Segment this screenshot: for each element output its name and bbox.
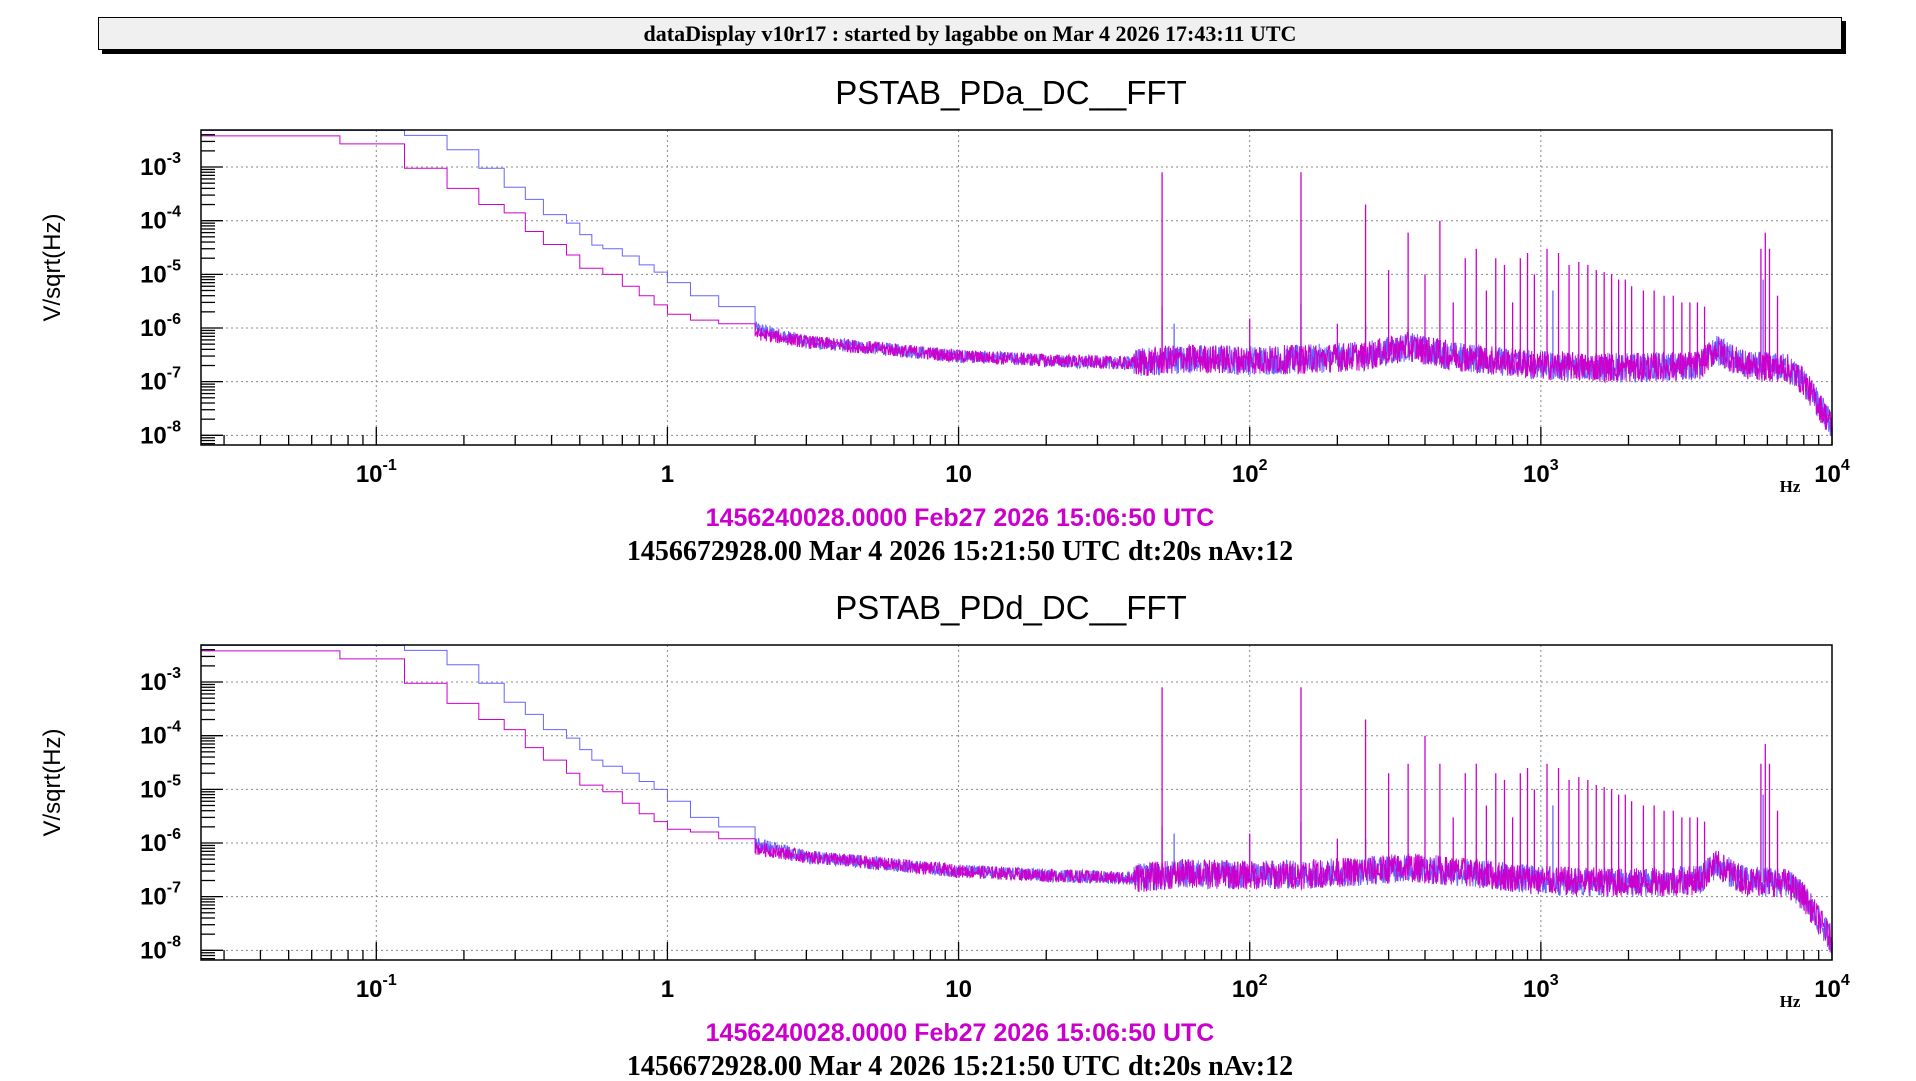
y-tick-exponent: -5 <box>167 257 181 274</box>
y-tick-exponent: -6 <box>167 311 181 328</box>
x-tick-exponent: 4 <box>1841 457 1850 474</box>
x-tick-exponent: -1 <box>383 972 397 989</box>
y-tick-label: 10-7 <box>140 365 181 396</box>
y-tick-base: 10 <box>140 208 167 235</box>
y-tick-label: 10-8 <box>140 418 181 449</box>
x-tick-exponent: 3 <box>1550 457 1559 474</box>
x-tick-base: 10 <box>1814 976 1841 1003</box>
x-tick-base: 10 <box>356 976 383 1003</box>
y-tick-base: 10 <box>140 422 167 449</box>
x-tick-label: 103 <box>1523 457 1559 488</box>
y-tick-base: 10 <box>140 884 167 911</box>
reference-timestamp: 1456240028.0000 Feb27 2026 15:06:50 UTC <box>706 1019 1215 1047</box>
y-tick-exponent: -4 <box>167 204 181 221</box>
x-tick-label: 104 <box>1814 457 1850 488</box>
y-tick-exponent: -8 <box>167 418 181 435</box>
x-tick-base: 1 <box>661 976 674 1003</box>
x-tick-base: 10 <box>1523 976 1550 1003</box>
y-tick-base: 10 <box>140 669 167 696</box>
x-tick-exponent: -1 <box>383 457 397 474</box>
x-tick-label: 10 <box>945 976 972 1003</box>
y-tick-exponent: -5 <box>167 772 181 789</box>
canvas-title-bar: dataDisplay v10r17 : started by lagabbe … <box>98 17 1842 50</box>
y-tick-exponent: -8 <box>167 933 181 950</box>
x-tick-label: 104 <box>1814 972 1850 1003</box>
x-tick-exponent: 3 <box>1550 972 1559 989</box>
x-tick-label: 1 <box>661 461 674 488</box>
y-tick-base: 10 <box>140 830 167 857</box>
x-tick-base: 10 <box>1523 461 1550 488</box>
x-tick-base: 10 <box>1232 976 1259 1003</box>
series-line-reference <box>201 650 1832 956</box>
x-tick-base: 1 <box>661 461 674 488</box>
x-tick-exponent: 4 <box>1841 972 1850 989</box>
y-tick-label: 10-3 <box>140 150 181 181</box>
series-group <box>201 130 1832 437</box>
current-timestamp: 1456672928.00 Mar 4 2026 15:21:50 UTC dt… <box>627 1051 1293 1081</box>
y-tick-label: 10-3 <box>140 665 181 696</box>
plot-frame <box>200 129 1833 446</box>
y-tick-base: 10 <box>140 369 167 396</box>
y-tick-base: 10 <box>140 723 167 750</box>
x-axis-label: Hz <box>1780 992 1801 1011</box>
x-tick-exponent: 2 <box>1259 457 1268 474</box>
current-timestamp: 1456672928.00 Mar 4 2026 15:21:50 UTC dt… <box>627 536 1293 567</box>
y-tick-label: 10-5 <box>140 257 181 288</box>
y-tick-label: 10-6 <box>140 826 181 857</box>
x-tick-base: 10 <box>945 976 972 1003</box>
chart-title: PSTAB_PDd_DC__FFT <box>835 589 1187 626</box>
chart-title: PSTAB_PDa_DC__FFT <box>835 74 1187 111</box>
y-tick-exponent: -4 <box>167 719 181 736</box>
y-tick-exponent: -7 <box>167 880 181 897</box>
x-tick-label: 103 <box>1523 972 1559 1003</box>
x-tick-base: 10 <box>945 461 972 488</box>
x-tick-label: 1 <box>661 976 674 1003</box>
y-tick-base: 10 <box>140 937 167 964</box>
x-tick-exponent: 2 <box>1259 972 1268 989</box>
y-tick-exponent: -6 <box>167 826 181 843</box>
x-tick-label: 102 <box>1232 457 1268 488</box>
x-tick-label: 10-1 <box>356 457 397 488</box>
y-tick-base: 10 <box>140 261 167 288</box>
x-axis-label: Hz <box>1780 477 1801 496</box>
y-tick-label: 10-7 <box>140 880 181 911</box>
y-tick-base: 10 <box>140 154 167 181</box>
x-tick-base: 10 <box>1814 461 1841 488</box>
y-tick-label: 10-8 <box>140 933 181 964</box>
y-tick-label: 10-5 <box>140 772 181 803</box>
x-tick-label: 102 <box>1232 972 1268 1003</box>
series-group <box>201 645 1832 956</box>
y-tick-exponent: -3 <box>167 150 181 167</box>
plot-frame <box>200 644 1833 961</box>
y-axis-label: V/sqrt(Hz) <box>39 729 66 837</box>
y-tick-base: 10 <box>140 315 167 342</box>
y-tick-exponent: -3 <box>167 665 181 682</box>
x-tick-base: 10 <box>356 461 383 488</box>
reference-timestamp: 1456240028.0000 Feb27 2026 15:06:50 UTC <box>706 504 1215 532</box>
y-tick-exponent: -7 <box>167 365 181 382</box>
y-tick-label: 10-4 <box>140 719 181 750</box>
y-tick-label: 10-6 <box>140 311 181 342</box>
x-tick-label: 10-1 <box>356 972 397 1003</box>
x-tick-base: 10 <box>1232 461 1259 488</box>
x-tick-label: 10 <box>945 461 972 488</box>
y-tick-base: 10 <box>140 776 167 803</box>
y-tick-label: 10-4 <box>140 204 181 235</box>
series-line-reference <box>201 135 1832 433</box>
y-axis-label: V/sqrt(Hz) <box>39 214 66 322</box>
